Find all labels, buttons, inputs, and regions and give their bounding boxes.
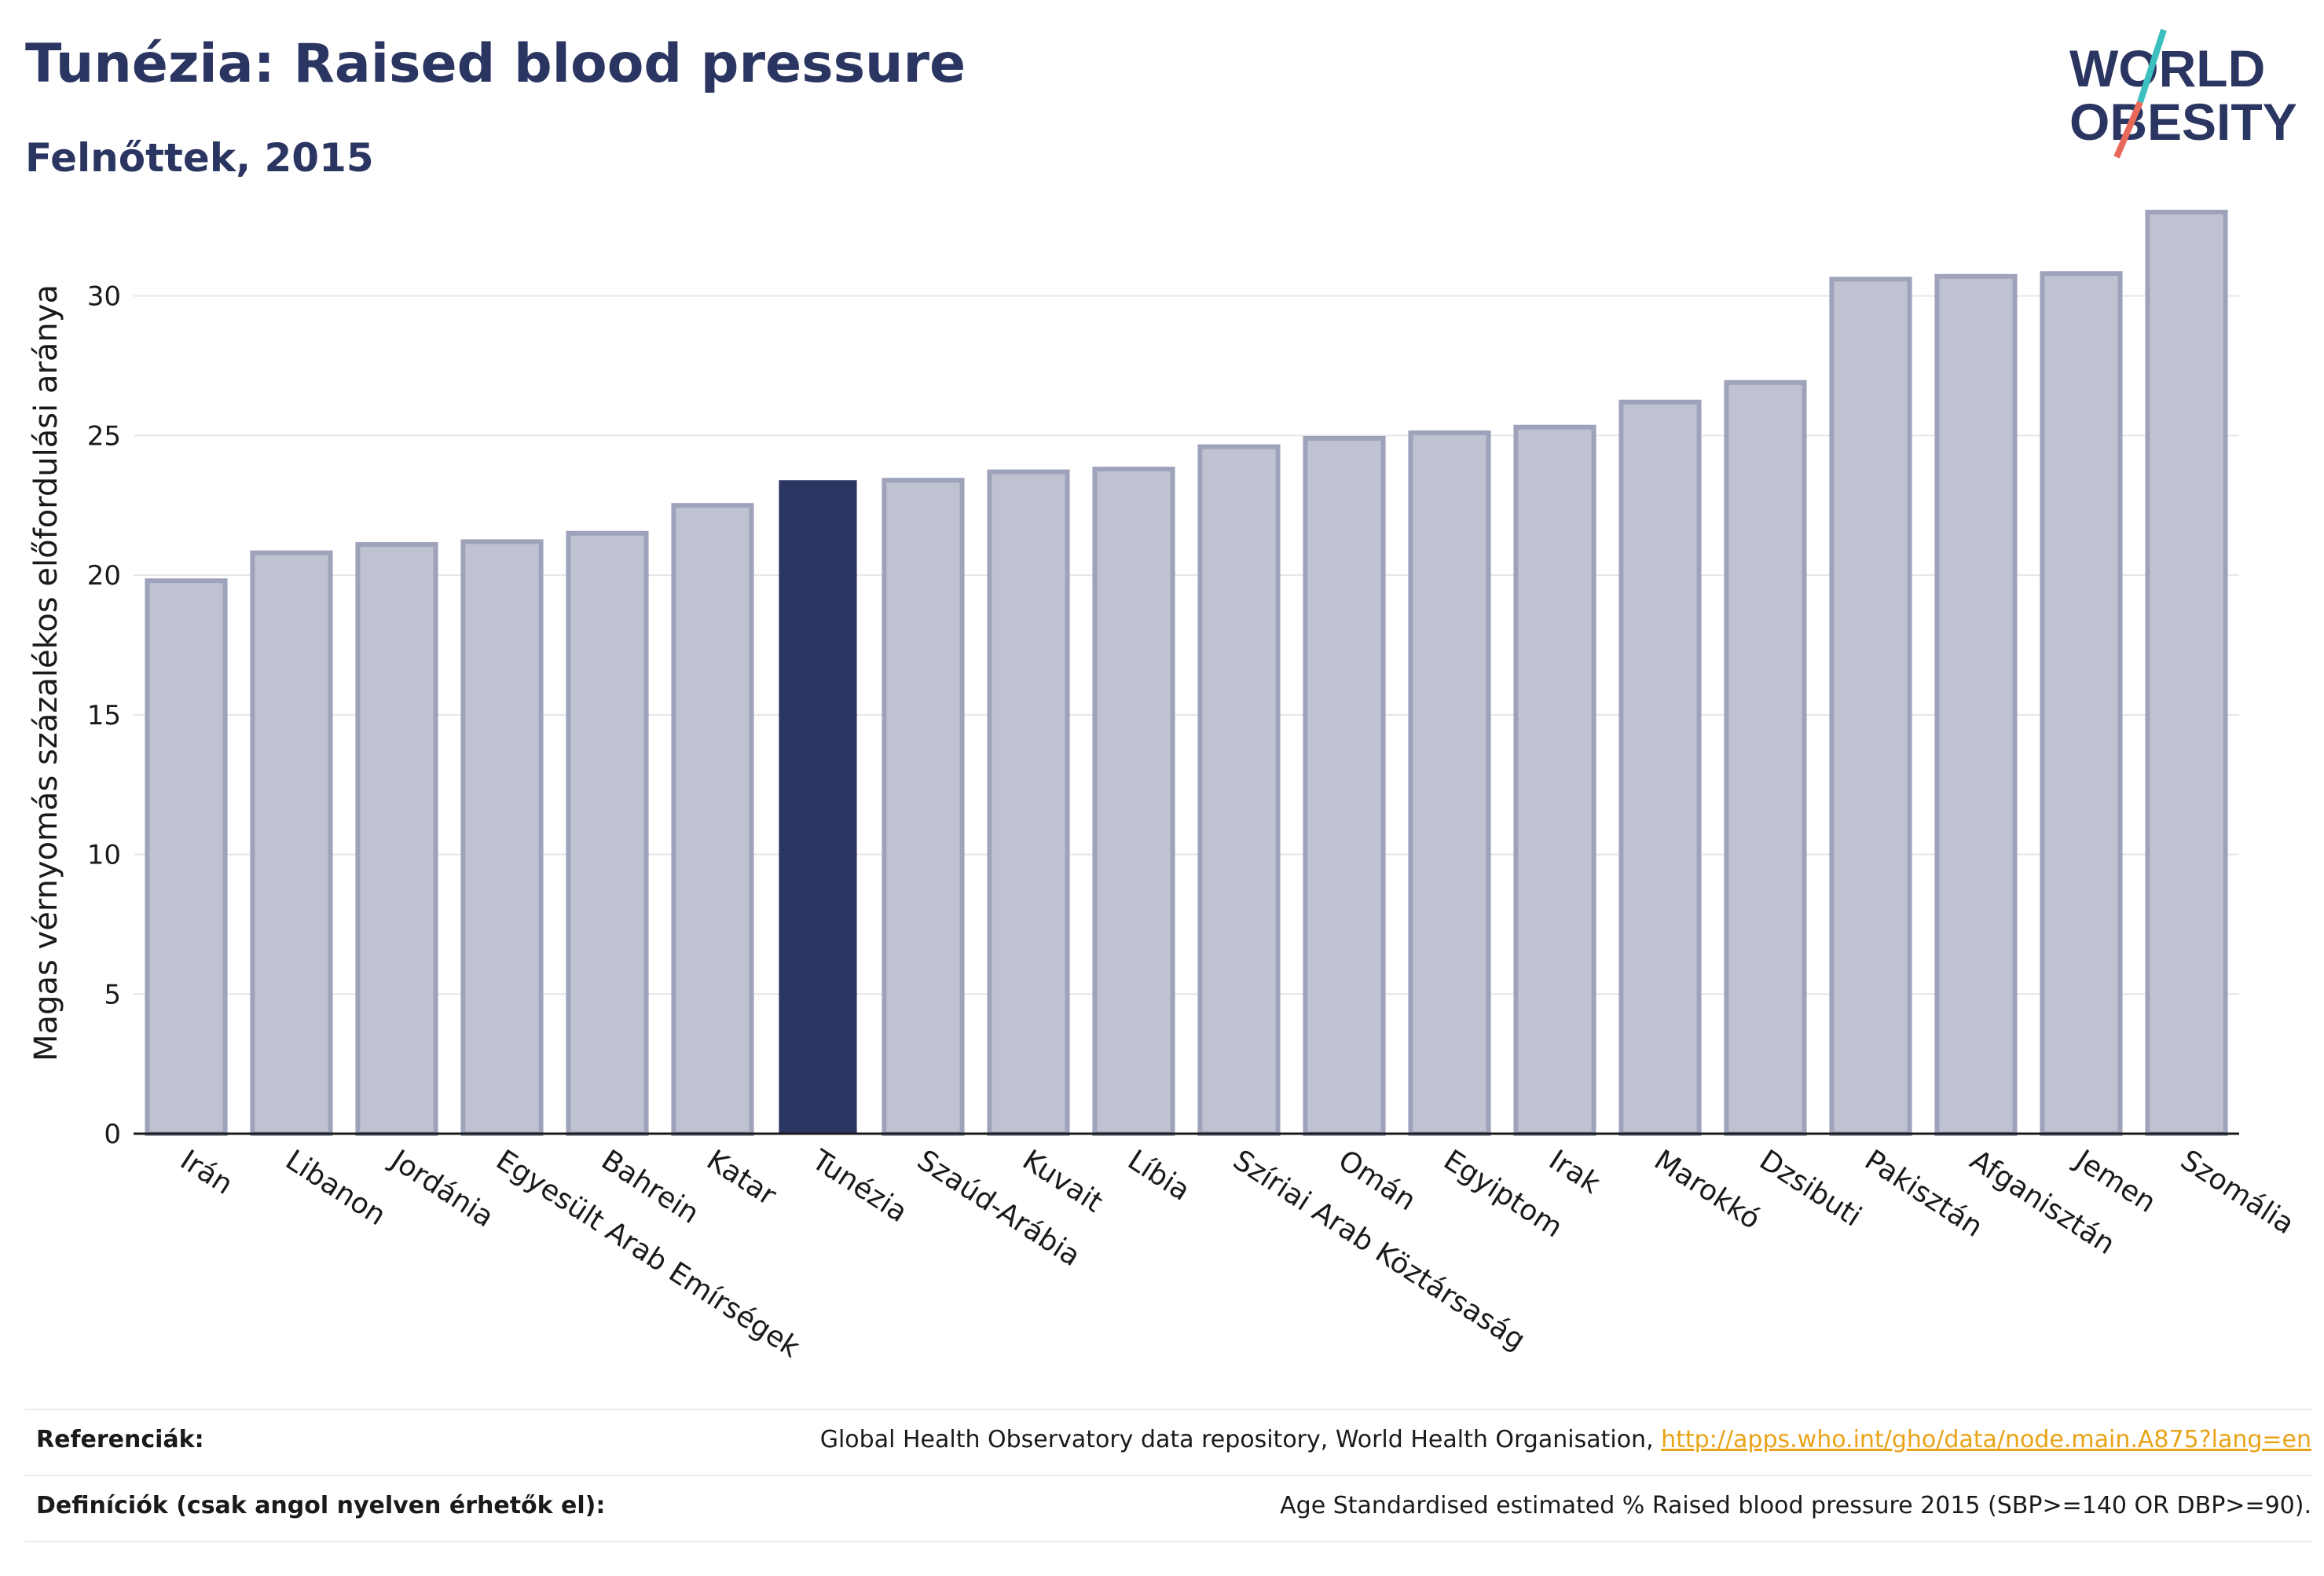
bar-bahrein[interactable] — [566, 530, 649, 1136]
definitions-label: Definíciók (csak angol nyelven érhetők e… — [36, 1492, 606, 1519]
y-tick-label: 10 — [87, 840, 121, 871]
y-tick-label: 20 — [87, 560, 121, 592]
bar-tunézia[interactable] — [779, 480, 857, 1134]
y-tick-label: 25 — [87, 420, 121, 452]
x-tick-label: Egyiptom — [1438, 1144, 1568, 1244]
y-tick-label: 15 — [87, 700, 121, 731]
references-label: Referenciák: — [36, 1426, 204, 1453]
x-tick-label: Dzsibuti — [1754, 1144, 1867, 1233]
bar-marokkó[interactable] — [1618, 399, 1702, 1136]
logo-slash-coral-icon — [2113, 101, 2143, 159]
references-value: Global Health Observatory data repositor… — [820, 1426, 2311, 1453]
bar-líbia[interactable] — [1092, 467, 1175, 1136]
bar-szaúd-arábia[interactable] — [882, 478, 965, 1136]
page-subtitle: Felnőttek, 2015 — [25, 135, 374, 181]
x-tick-label: Szomália — [2175, 1144, 2300, 1241]
page-title: Tunézia: Raised blood pressure — [25, 33, 966, 95]
references-row: Referenciák: Global Health Observatory d… — [25, 1409, 2311, 1475]
world-obesity-logo: WORLD OBESITY — [2069, 28, 2297, 159]
x-tick-label: Jemen — [2068, 1143, 2161, 1219]
definitions-row: Definíciók (csak angol nyelven érhetők e… — [25, 1475, 2311, 1542]
logo-slash-teal-icon — [2137, 28, 2167, 104]
bar-szíriai-arab-köztársaság[interactable] — [1197, 444, 1281, 1136]
x-tick-label: Irak — [1543, 1144, 1606, 1200]
bar-libanon[interactable] — [250, 550, 333, 1136]
bar-egyiptom[interactable] — [1408, 430, 1491, 1136]
bar-irak[interactable] — [1513, 424, 1596, 1136]
x-tick-label: Omán — [1332, 1144, 1421, 1217]
bar-pakisztán[interactable] — [1829, 277, 1912, 1136]
bar-irán[interactable] — [145, 578, 228, 1136]
x-tick-label: Libanon — [280, 1144, 391, 1232]
logo-line1: WORLD — [2069, 39, 2265, 97]
y-tick-label: 5 — [104, 979, 121, 1010]
bar-jordánia[interactable] — [355, 541, 438, 1136]
x-tick-label: Pakisztán — [1859, 1144, 1989, 1244]
x-tick-label: Katar — [701, 1144, 782, 1212]
bar-afganisztán[interactable] — [1934, 273, 2018, 1137]
bar-szomália[interactable] — [2145, 210, 2228, 1136]
y-tick-label: 0 — [104, 1119, 121, 1150]
x-tick-label: Jordánia — [383, 1143, 499, 1233]
x-tick-label: Irán — [174, 1144, 238, 1201]
bar-omán[interactable] — [1303, 435, 1386, 1136]
logo-line2: OBESITY — [2069, 93, 2297, 151]
y-axis-title: Magas vérnyomás százalékos előfordulási … — [28, 284, 64, 1061]
bar-jemen[interactable] — [2040, 271, 2123, 1137]
x-tick-label: Kuvait — [1017, 1144, 1108, 1219]
x-tick-label: Líbia — [1122, 1144, 1196, 1208]
references-link[interactable]: http://apps.who.int/gho/data/node.main.A… — [1661, 1426, 2311, 1453]
bar-kuvait[interactable] — [987, 469, 1070, 1136]
references-text: Global Health Observatory data repositor… — [819, 1426, 1662, 1453]
x-tick-label: Marokkó — [1648, 1144, 1765, 1236]
bar-egyesült-arab-emírségek[interactable] — [460, 539, 544, 1136]
definitions-value: Age Standardised estimated % Raised bloo… — [1280, 1492, 2311, 1519]
bar-katar[interactable] — [671, 503, 754, 1136]
bar-dzsibuti[interactable] — [1724, 379, 1807, 1136]
y-tick-label: 30 — [87, 281, 121, 313]
references-table: Referenciák: Global Health Observatory d… — [25, 1409, 2311, 1542]
x-tick-label: Tunézia — [805, 1144, 913, 1230]
